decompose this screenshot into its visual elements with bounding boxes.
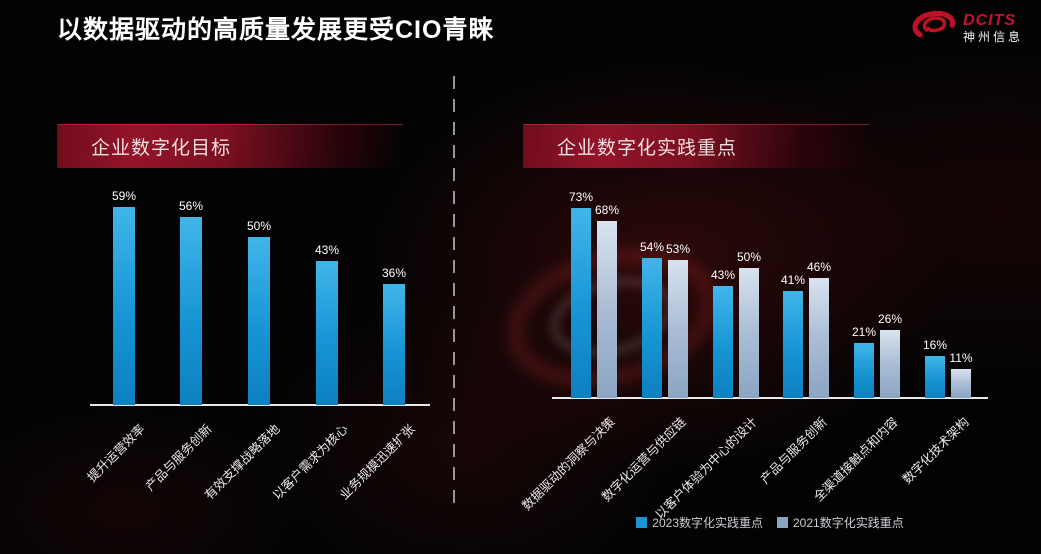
legend-item-2021: 2021数字化实践重点 [777, 514, 904, 531]
vertical-dashed-divider [453, 76, 455, 506]
company-logo: DCITS 神州信息 [909, 8, 1023, 49]
dcits-swirl-icon [909, 8, 957, 49]
bar-value-label: 36% [381, 266, 407, 280]
bar [113, 207, 135, 405]
bar [180, 217, 202, 405]
page-title: 以数据驱动的高质量发展更受CIO青睐 [57, 16, 495, 44]
legend-swatch-2021 [777, 517, 788, 528]
bar-value-label: 73% [568, 190, 594, 204]
bar [248, 237, 270, 405]
bar-2023 [783, 291, 803, 398]
bar-2021 [809, 278, 829, 398]
bar-value-label: 50% [246, 219, 272, 233]
x-axis-line [90, 404, 430, 406]
bar-2021 [951, 369, 971, 398]
category-label: 提升运营效率 [84, 421, 148, 485]
bar-value-label: 53% [665, 242, 691, 256]
bar-value-label: 56% [178, 199, 204, 213]
chart-legend: 2023数字化实践重点 2021数字化实践重点 [552, 514, 988, 531]
bar-2021 [668, 260, 688, 398]
bar-value-label: 46% [806, 260, 832, 274]
legend-swatch-2023 [636, 517, 648, 528]
x-axis-line [552, 397, 988, 399]
right-section-header: 企业数字化实践重点 [523, 124, 869, 168]
bar-value-label: 43% [710, 268, 736, 282]
bar-2023 [713, 286, 733, 398]
bar [383, 284, 405, 405]
bar-value-label: 21% [851, 325, 877, 339]
bar-2021 [597, 221, 617, 398]
bar [316, 261, 338, 405]
bar-2021 [739, 268, 759, 398]
category-label: 数字化技术架构 [899, 414, 972, 487]
goals-bar-chart: 59% 提升运营效率 56% 产品与服务创新 50% 有效支撑战略落地 43% 以客户需求为核… [85, 184, 444, 502]
left-section-header: 企业数字化目标 [57, 124, 403, 168]
legend-item-2023: 2023数字化实践重点 [636, 514, 763, 531]
bar-2023 [642, 258, 662, 398]
legend-label-2021: 2021数字化实践重点 [793, 516, 904, 530]
bar-value-label: 59% [111, 189, 137, 203]
bar-value-label: 43% [314, 243, 340, 257]
bar-2023 [925, 356, 945, 398]
logo-company-text: 神州信息 [962, 29, 1023, 44]
bar-value-label: 11% [949, 351, 973, 365]
bar-2023 [571, 208, 591, 398]
bar-value-label: 50% [736, 250, 762, 264]
practice-grouped-bar-chart: 73% 68% 数据驱动的洞察与决策 54% 53% 数字化运营与供应链 43% 50% 以客户… [519, 186, 988, 522]
bar-value-label: 26% [877, 312, 903, 326]
bar-value-label: 54% [639, 240, 665, 254]
bar-2021 [880, 330, 900, 398]
logo-brand-text: DCITS [962, 12, 1016, 30]
bar-value-label: 41% [780, 273, 806, 287]
left-section-title: 企业数字化目标 [91, 138, 232, 159]
legend-label-2023: 2023数字化实践重点 [652, 516, 763, 530]
category-label: 产品与服务创新 [757, 414, 830, 487]
bar-value-label: 16% [922, 338, 948, 352]
bar-2023 [854, 343, 874, 398]
right-section-title: 企业数字化实践重点 [557, 138, 738, 159]
bar-value-label: 68% [594, 203, 620, 217]
